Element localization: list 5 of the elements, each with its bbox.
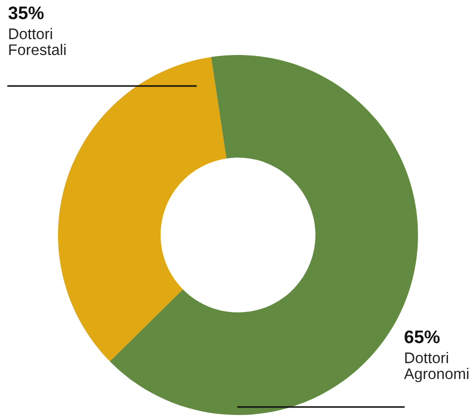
slice-label: Dottori Forestali (9, 28, 66, 56)
data-label: 65% (404, 330, 440, 344)
data-label: 35% (8, 6, 44, 20)
donut-slice (58, 57, 226, 362)
slice-label: Dottori Agronomi (404, 352, 468, 382)
